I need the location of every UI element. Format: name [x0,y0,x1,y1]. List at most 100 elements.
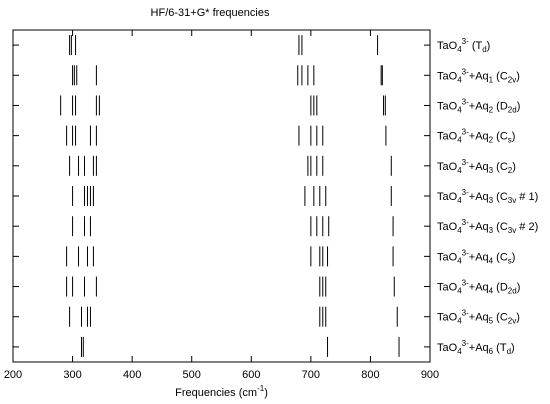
label-part: ) [512,161,516,173]
label-part: 4 [457,136,462,145]
label-part: (C [493,221,508,233]
label-part: 4 [457,166,462,175]
label-part: 3- [462,67,469,76]
label-part: 3v [508,196,516,205]
label-part: -1 [257,384,265,393]
x-tick-label: 300 [63,369,81,381]
x-tick-label: 800 [361,369,379,381]
label-part: 6 [489,347,494,356]
label-part: 2d [508,287,517,296]
label-part: ) [487,40,491,52]
label-part: 4 [457,256,462,265]
row-label: TaO43-+Aq4 (Cs) [437,248,515,265]
label-part: TaO [437,70,458,82]
label-part: 4 [489,287,494,296]
label-part: 2 [489,136,494,145]
label-part: +Aq [469,131,489,143]
x-tick-label: 500 [183,369,201,381]
label-part: (T [469,40,483,52]
label-part: +Aq [469,282,489,294]
label-part: +Aq [469,221,489,233]
label-part: (C [493,70,508,82]
label-part: 4 [457,196,462,205]
label-part: TaO [437,40,458,52]
label-part: +Aq [469,70,489,82]
x-tick-label: 600 [242,369,260,381]
row-label: TaO43-+Aq1 (C2v) [437,67,520,84]
label-part: 5 [489,317,494,326]
label-part: TaO [437,161,458,173]
label-part: 4 [457,287,462,296]
label-part: +Aq [469,312,489,324]
label-part: TaO [437,251,458,263]
label-part: 2v [508,317,516,326]
label-part: +Aq [469,251,489,263]
label-part: 3- [462,339,469,348]
chart-title: HF/6-31+G* frequencies [151,7,270,19]
label-part: +Aq [469,100,489,112]
label-part: 3- [462,279,469,288]
row-label: TaO43-+Aq6 (Td) [437,339,515,356]
label-part: TaO [437,100,458,112]
label-part: ) [512,131,516,143]
label-part: ) [516,70,520,82]
label-part: # 2) [516,221,538,233]
label-part: 3- [462,188,469,197]
label-part: TaO [437,221,458,233]
label-part: 4 [457,45,462,54]
plot-frame [12,29,431,363]
label-part: 2 [489,105,494,114]
label-part: 2v [508,75,516,84]
label-part: ) [517,100,521,112]
label-part: 2d [508,105,517,114]
label-part: TaO [437,312,458,324]
x-tick-label: 900 [421,369,439,381]
label-part: TaO [437,282,458,294]
row-label: TaO43- (Td) [437,37,490,54]
label-part: s [508,136,512,145]
x-axis-label: Frequencies (cm-1) [175,384,268,399]
label-part: 3 [489,196,494,205]
label-part: (C [493,312,508,324]
label-part: TaO [437,131,458,143]
label-part: (C [493,191,508,203]
label-part: 4 [457,105,462,114]
row-label: TaO43-+Aq3 (C2) [437,158,516,175]
label-part: (D [493,282,508,294]
label-part: +Aq [469,342,489,354]
label-part: 3 [489,226,494,235]
row-label: TaO43-+Aq3 (C3v # 2) [437,218,538,235]
label-part: TaO [437,191,458,203]
label-part: 3 [489,166,494,175]
label-part: ) [511,342,515,354]
label-part: (C [493,161,508,173]
row-label: TaO43-+Aq2 (D2d) [437,97,520,114]
label-part: 3- [462,158,469,167]
label-part: (C [493,131,508,143]
label-part: 2 [508,166,513,175]
label-part: s [508,256,512,265]
row-label: TaO43-+Aq5 (C2v) [437,309,520,326]
label-part: 3v [508,226,516,235]
label-part: 4 [457,317,462,326]
label-part: 4 [457,75,462,84]
row-label: TaO43-+Aq4 (D2d) [437,279,520,296]
label-part: +Aq [469,191,489,203]
label-part: 3- [462,309,469,318]
label-part: d [482,45,486,54]
label-part: 3- [462,128,469,137]
label-part: (D [493,100,508,112]
label-part: TaO [437,342,458,354]
label-part: (T [493,342,507,354]
label-part: ) [517,282,521,294]
label-part: 3- [462,37,469,46]
label-part: 3- [462,97,469,106]
row-label: TaO43-+Aq2 (Cs) [437,128,515,145]
label-part: 4 [457,347,462,356]
label-part: 1 [489,75,494,84]
label-part: d [507,347,511,356]
row-label: TaO43-+Aq3 (C3v # 1) [437,188,538,205]
label-part: 3- [462,248,469,257]
x-tick-label: 200 [4,369,22,381]
